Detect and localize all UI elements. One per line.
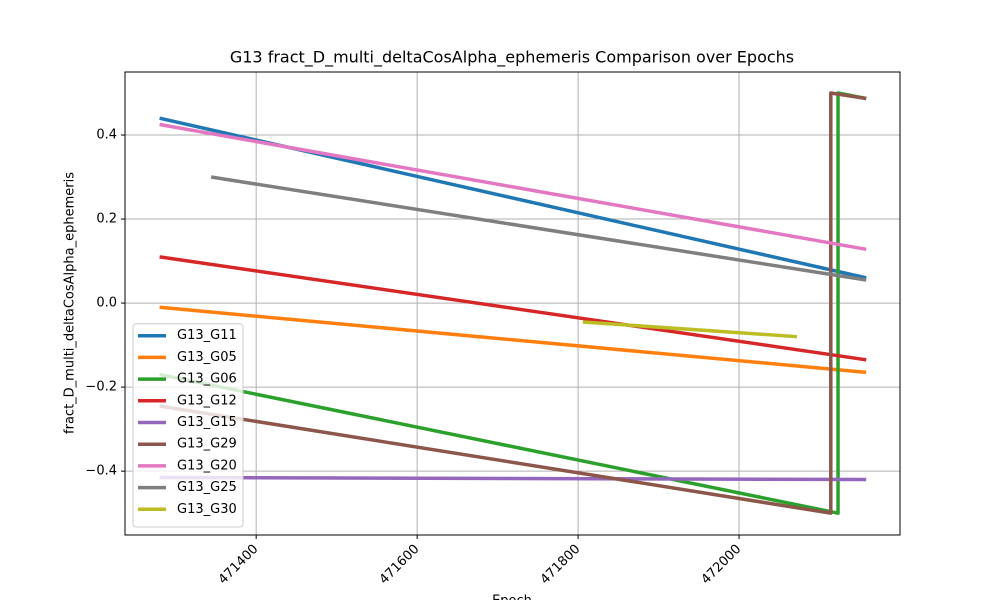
series-line xyxy=(159,122,867,252)
legend-label: G13_G30 xyxy=(177,502,237,517)
legend-box xyxy=(132,323,244,528)
plot-frame xyxy=(124,71,901,536)
legend-label: G13_G15 xyxy=(177,415,237,430)
y-axis-label: fract_D_multi_deltaCosAlpha_ephemeris xyxy=(63,172,78,434)
chart-title: G13 fract_D_multi_deltaCosAlpha_ephemeri… xyxy=(230,48,794,68)
legend-label: G13_G12 xyxy=(177,393,237,408)
legend: G13_G11 G13_G05 G13_G06 G13_G12 G13_G15 G13_G… xyxy=(132,323,244,528)
legend-label: G13_G06 xyxy=(177,372,237,387)
series-line xyxy=(159,305,867,375)
legend-label: G13_G25 xyxy=(177,480,237,495)
y-tick-label: 0.0 xyxy=(96,296,117,311)
x-axis-label: Epoch xyxy=(492,594,532,600)
legend-label: G13_G20 xyxy=(177,458,237,473)
y-tick-label: 0.2 xyxy=(96,212,117,227)
series-line xyxy=(582,320,798,339)
series-line xyxy=(210,175,867,282)
series-line xyxy=(159,475,867,482)
legend-label: G13_G29 xyxy=(177,437,237,452)
y-tick-label: 0.4 xyxy=(96,128,117,143)
legend-label: G13_G11 xyxy=(177,328,237,343)
series-line xyxy=(159,255,867,362)
legend-label: G13_G05 xyxy=(177,350,237,365)
y-tick-label: −0.2 xyxy=(85,380,117,395)
series-line xyxy=(159,91,867,515)
y-tick-label: −0.4 xyxy=(85,464,117,479)
